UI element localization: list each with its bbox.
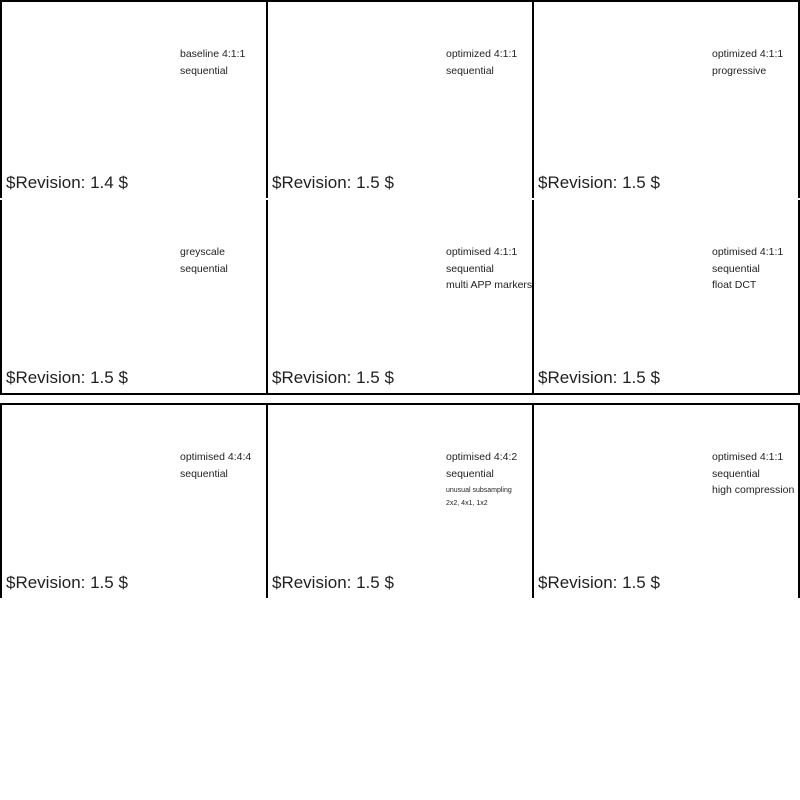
- test-strip-row-2: greyscale sequential $Revision: 1.5 $ op…: [0, 200, 800, 395]
- variant-label-line: high compression: [712, 484, 795, 496]
- variant-label-line: optimised 4:4:4: [180, 451, 252, 463]
- test-cell-optimised-442-unusual-subsampling: optimised 4:4:2 sequential unusual subsa…: [266, 405, 532, 598]
- variant-label-line: optimised 4:4:2: [446, 451, 518, 463]
- variant-label-line: optimised 4:1:1: [712, 246, 784, 258]
- test-cell-greyscale-sequential: greyscale sequential $Revision: 1.5 $: [2, 200, 266, 393]
- variant-label-line: baseline 4:1:1: [180, 48, 246, 60]
- test-cell-optimized-411-sequential: optimized 4:1:1 sequential $Revision: 1.…: [266, 2, 532, 198]
- variant-label: optimised 4:4:4 sequential: [180, 449, 251, 482]
- variant-label-line: progressive: [712, 64, 767, 77]
- variant-label-line: sequential: [180, 467, 228, 480]
- variant-label: optimized 4:1:1 progressive: [712, 46, 783, 79]
- test-cell-baseline-411-sequential: baseline 4:1:1 sequential $Revision: 1.4…: [2, 2, 266, 198]
- test-cell-optimised-411-high-compression: optimised 4:1:1 sequential high compress…: [532, 405, 798, 598]
- variant-label-line: multi APP markers: [446, 279, 533, 291]
- variant-label-line: float DCT: [712, 279, 757, 291]
- variant-label-line: sequential: [180, 64, 228, 77]
- revision-text: $Revision: 1.5 $: [538, 368, 660, 387]
- variant-label-line: optimised 4:1:1: [712, 451, 784, 463]
- variant-note: unusual subsampling 2x2, 4x1, 1x2: [446, 484, 512, 510]
- revision-text: $Revision: 1.5 $: [272, 173, 394, 192]
- revision-text: $Revision: 1.5 $: [272, 368, 394, 387]
- variant-label: optimised 4:1:1 sequential high compress…: [712, 449, 794, 499]
- variant-label: optimised 4:1:1 sequential multi APP mar…: [446, 244, 532, 294]
- revision-text: $Revision: 1.5 $: [538, 173, 660, 192]
- revision-text: $Revision: 1.5 $: [538, 573, 660, 592]
- variant-label-line: optimized 4:1:1: [446, 48, 518, 60]
- variant-label: optimised 4:1:1 sequential float DCT: [712, 244, 783, 294]
- test-cell-optimised-444-sequential: optimised 4:4:4 sequential $Revision: 1.…: [2, 405, 266, 598]
- variant-label-line: sequential: [446, 262, 494, 275]
- blank-footer-area: [0, 598, 800, 800]
- variant-label-line: optimised 4:1:1: [446, 246, 518, 258]
- variant-label: optimised 4:4:2 sequential: [446, 449, 517, 482]
- test-cell-optimised-411-float-dct: optimised 4:1:1 sequential float DCT $Re…: [532, 200, 798, 393]
- test-cell-optimised-411-multi-app-markers: optimised 4:1:1 sequential multi APP mar…: [266, 200, 532, 393]
- variant-label: greyscale sequential: [180, 244, 228, 277]
- variant-note-line: 2x2, 4x1, 1x2: [446, 500, 488, 507]
- variant-note-line: unusual subsampling: [446, 487, 512, 494]
- variant-label-line: sequential: [446, 467, 494, 480]
- test-strip-row-3: optimised 4:4:4 sequential $Revision: 1.…: [0, 403, 800, 598]
- variant-label-line: sequential: [712, 262, 760, 275]
- revision-text: $Revision: 1.5 $: [272, 573, 394, 592]
- variant-label: baseline 4:1:1 sequential: [180, 46, 245, 79]
- revision-text: $Revision: 1.5 $: [6, 368, 128, 387]
- variant-label: optimized 4:1:1 sequential: [446, 46, 517, 79]
- variant-label-line: sequential: [180, 262, 228, 275]
- test-strip-row-1: baseline 4:1:1 sequential $Revision: 1.4…: [0, 0, 800, 198]
- revision-text: $Revision: 1.5 $: [6, 573, 128, 592]
- variant-label-line: sequential: [712, 467, 760, 480]
- variant-label-line: greyscale: [180, 246, 225, 258]
- variant-label-line: sequential: [446, 64, 494, 77]
- variant-label-line: optimized 4:1:1: [712, 48, 784, 60]
- revision-text: $Revision: 1.4 $: [6, 173, 128, 192]
- test-cell-optimized-411-progressive: optimized 4:1:1 progressive $Revision: 1…: [532, 2, 798, 198]
